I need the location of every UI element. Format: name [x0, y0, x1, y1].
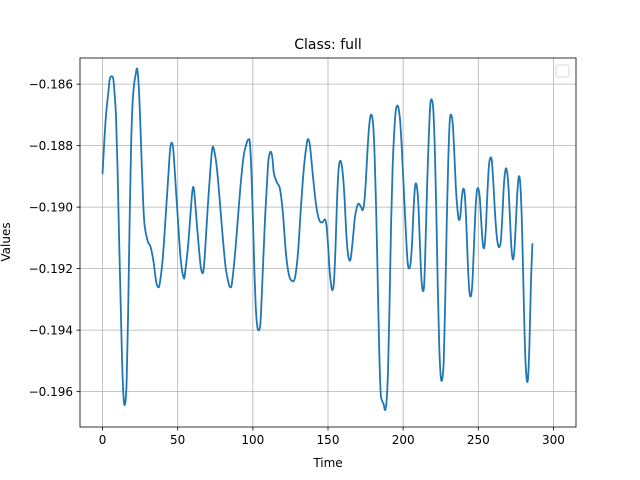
chart-title: Class: full [294, 37, 362, 53]
y-tick-label: −0.192 [29, 262, 73, 276]
x-tick-label: 50 [170, 433, 185, 447]
y-tick-label: −0.196 [29, 385, 73, 399]
axis-ticks: 0 50 100 150 200 250 300 −0.196 −0.194 −0.192 −0.1… [29, 78, 565, 447]
x-tick-label: 200 [392, 433, 415, 447]
x-tick-label: 300 [542, 433, 565, 447]
y-tick-label: −0.190 [29, 201, 73, 215]
y-axis-label: Values [0, 222, 13, 261]
x-axis-label: Time [312, 456, 342, 470]
series-layer [101, 67, 534, 411]
x-tick-label: 100 [241, 433, 264, 447]
grid-lines [80, 58, 576, 427]
x-tick-label: 0 [99, 433, 107, 447]
x-tick-label: 250 [467, 433, 490, 447]
series-line [101, 67, 534, 411]
y-tick-label: −0.194 [29, 324, 73, 338]
legend-box [555, 64, 570, 78]
y-tick-label: −0.186 [29, 78, 73, 92]
y-tick-label: −0.188 [29, 139, 73, 153]
x-tick-label: 150 [317, 433, 340, 447]
